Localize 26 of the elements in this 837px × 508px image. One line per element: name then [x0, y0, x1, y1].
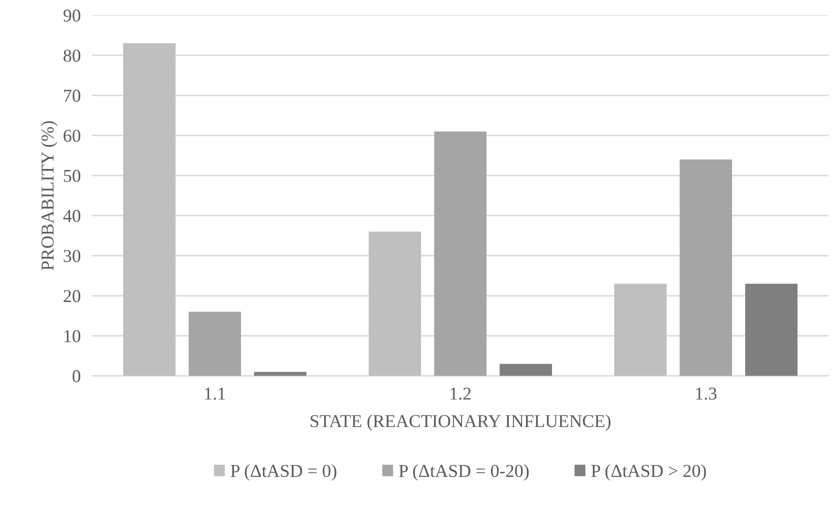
legend-label: P (ΔtASD > 20) — [591, 464, 706, 481]
x-tick-label: 1.3 — [696, 388, 716, 400]
y-tick-label: 60 — [64, 130, 80, 142]
x-tick-label: 1.2 — [450, 388, 471, 400]
bar — [680, 160, 732, 376]
bar — [614, 284, 667, 376]
y-tick-label: 40 — [63, 210, 80, 222]
y-axis-title: PROBABILITY (%) — [40, 121, 58, 270]
x-axis-title: STATE (REACTIONARY INFLUENCE) — [310, 414, 610, 431]
y-tick-label: 10 — [64, 330, 80, 342]
legend-label: P (ΔtASD = 0) — [230, 464, 336, 481]
bar — [123, 43, 176, 376]
bar — [188, 312, 242, 376]
y-tick-label: 50 — [64, 170, 80, 182]
y-tick-label: 30 — [64, 250, 80, 262]
y-tick-label: 20 — [64, 290, 80, 302]
y-tick-label: 80 — [64, 50, 80, 62]
x-tick-label: 1.1 — [205, 388, 226, 400]
bar — [745, 284, 798, 376]
bar — [500, 364, 552, 376]
bar — [434, 131, 487, 376]
legend-label: P (ΔtASD = 0-20) — [399, 464, 529, 481]
y-tick-label: 90 — [63, 9, 80, 22]
y-tick-label: 70 — [64, 90, 80, 102]
y-tick-label: 0 — [72, 370, 80, 382]
bar — [368, 232, 422, 376]
